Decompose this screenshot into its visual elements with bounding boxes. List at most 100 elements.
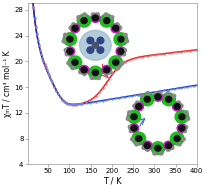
Circle shape bbox=[81, 67, 87, 73]
Point bbox=[94, 94, 97, 97]
Point bbox=[101, 87, 104, 90]
Point bbox=[168, 88, 172, 91]
Circle shape bbox=[152, 92, 162, 101]
Point bbox=[38, 49, 42, 52]
Point bbox=[46, 71, 49, 74]
Circle shape bbox=[104, 13, 107, 16]
Circle shape bbox=[174, 110, 188, 123]
Point bbox=[139, 55, 143, 58]
Circle shape bbox=[170, 132, 183, 145]
Circle shape bbox=[67, 61, 70, 65]
Circle shape bbox=[183, 125, 187, 129]
Circle shape bbox=[97, 76, 100, 79]
Circle shape bbox=[91, 13, 94, 16]
Point bbox=[68, 103, 71, 106]
Point bbox=[34, 25, 37, 28]
Circle shape bbox=[125, 40, 128, 43]
Circle shape bbox=[102, 65, 111, 74]
Point bbox=[101, 99, 104, 102]
Point bbox=[66, 102, 70, 105]
Point bbox=[120, 62, 123, 65]
Circle shape bbox=[120, 61, 123, 65]
Point bbox=[38, 49, 42, 52]
Circle shape bbox=[159, 152, 162, 155]
Circle shape bbox=[165, 143, 171, 149]
Point bbox=[136, 56, 139, 59]
Circle shape bbox=[184, 111, 187, 114]
Circle shape bbox=[153, 92, 157, 95]
Point bbox=[34, 25, 37, 28]
Point bbox=[32, 6, 35, 9]
Circle shape bbox=[150, 142, 164, 155]
Point bbox=[64, 101, 68, 104]
Point bbox=[94, 100, 97, 103]
Point bbox=[84, 101, 88, 104]
Circle shape bbox=[142, 141, 151, 150]
Circle shape bbox=[63, 33, 67, 36]
Point bbox=[80, 102, 83, 105]
Point bbox=[175, 50, 178, 53]
Point bbox=[43, 63, 46, 66]
Point bbox=[46, 71, 49, 74]
Circle shape bbox=[173, 136, 179, 141]
Circle shape bbox=[95, 13, 99, 16]
Circle shape bbox=[145, 148, 149, 151]
Circle shape bbox=[92, 42, 98, 48]
Circle shape bbox=[109, 56, 122, 69]
Circle shape bbox=[165, 92, 169, 95]
Circle shape bbox=[72, 25, 78, 31]
Circle shape bbox=[87, 47, 93, 53]
Circle shape bbox=[144, 96, 150, 102]
Point bbox=[49, 79, 53, 82]
Point bbox=[104, 98, 107, 101]
Circle shape bbox=[141, 146, 145, 149]
Circle shape bbox=[185, 117, 189, 120]
Point bbox=[185, 85, 188, 88]
Point bbox=[41, 57, 44, 60]
Point bbox=[185, 49, 188, 52]
Circle shape bbox=[104, 72, 107, 76]
Point bbox=[156, 90, 159, 93]
Point bbox=[50, 81, 54, 84]
Point bbox=[117, 96, 120, 99]
Circle shape bbox=[81, 18, 87, 24]
Point bbox=[188, 85, 191, 88]
Point bbox=[143, 92, 146, 95]
Point bbox=[146, 92, 149, 95]
Point bbox=[107, 77, 110, 80]
Point bbox=[36, 39, 39, 42]
Circle shape bbox=[173, 104, 179, 109]
Point bbox=[47, 74, 50, 77]
Point bbox=[191, 84, 194, 87]
Circle shape bbox=[158, 92, 161, 95]
Point bbox=[62, 100, 66, 103]
Circle shape bbox=[99, 14, 113, 27]
Circle shape bbox=[70, 24, 79, 33]
Point bbox=[178, 86, 181, 89]
Circle shape bbox=[128, 125, 131, 129]
Circle shape bbox=[77, 14, 90, 27]
Point bbox=[152, 91, 156, 94]
Circle shape bbox=[72, 59, 78, 65]
Point bbox=[104, 82, 107, 85]
Point bbox=[45, 69, 48, 72]
Point bbox=[152, 53, 156, 56]
Point bbox=[37, 44, 40, 47]
Point bbox=[136, 93, 139, 96]
Point bbox=[33, 16, 36, 19]
Point bbox=[139, 93, 143, 96]
Point bbox=[181, 50, 185, 53]
Point bbox=[178, 50, 181, 53]
Point bbox=[56, 92, 60, 95]
Circle shape bbox=[171, 94, 175, 98]
Point bbox=[91, 97, 94, 100]
Circle shape bbox=[144, 143, 150, 149]
Point bbox=[91, 101, 94, 104]
Circle shape bbox=[154, 94, 160, 100]
Point bbox=[76, 103, 80, 106]
Circle shape bbox=[135, 104, 141, 109]
Point bbox=[133, 57, 136, 60]
Y-axis label: χₘT / cm³ mol⁻¹ K: χₘT / cm³ mol⁻¹ K bbox=[4, 51, 12, 117]
Circle shape bbox=[62, 40, 65, 43]
Circle shape bbox=[65, 47, 74, 56]
